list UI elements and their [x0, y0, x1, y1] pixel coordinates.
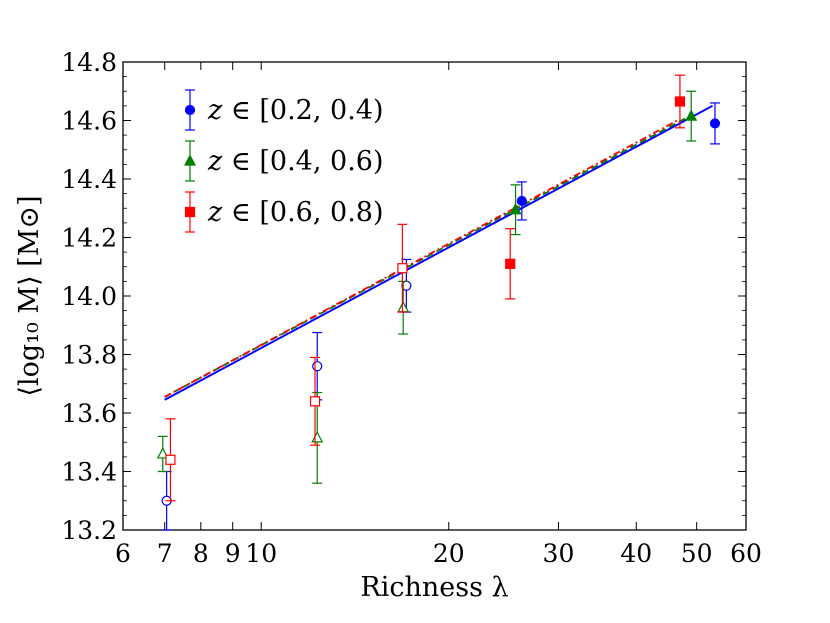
x-tick-label: 50	[681, 539, 713, 568]
legend-label: z ∈ [0.2, 0.4)	[207, 95, 384, 126]
x-tick-label: 20	[433, 539, 465, 568]
legend-label: z ∈ [0.4, 0.6)	[207, 146, 384, 177]
data-point	[685, 109, 698, 121]
x-tick-label: 8	[193, 539, 209, 568]
data-point	[397, 263, 408, 274]
x-tick-label: 10	[245, 539, 277, 568]
y-tick-label: 13.6	[61, 399, 117, 428]
legend-label-variable: z	[207, 95, 223, 126]
x-tick-label: 6	[115, 539, 131, 568]
data-point	[312, 361, 323, 372]
data-point	[165, 454, 176, 465]
legend-marker	[184, 154, 196, 166]
x-tick-label: 9	[225, 539, 241, 568]
y-tick-label: 14.6	[61, 107, 117, 136]
y-tick-label: 13.4	[61, 458, 117, 487]
legend-label-range: ∈ [0.4, 0.6)	[222, 146, 383, 177]
x-tick-label: 60	[730, 539, 762, 568]
data-point	[516, 195, 527, 207]
fit-line-series-2	[164, 114, 692, 398]
legend-label-range: ∈ [0.6, 0.8)	[222, 197, 383, 228]
y-tick-label: 14.4	[61, 165, 117, 194]
legend-label: z ∈ [0.6, 0.8)	[207, 197, 384, 228]
legend-label-range: ∈ [0.2, 0.4)	[222, 95, 383, 126]
x-tick-label: 40	[620, 539, 652, 568]
data-point	[311, 431, 324, 443]
data-point	[309, 396, 321, 407]
legend: z ∈ [0.2, 0.4)z ∈ [0.4, 0.6)z ∈ [0.6, 0.…	[184, 89, 384, 233]
x-tick-label: 7	[157, 539, 173, 568]
data-point	[709, 118, 721, 129]
y-tick-label: 13.8	[61, 341, 117, 370]
plot-frame	[122, 61, 747, 531]
legend-marker	[184, 206, 196, 218]
data-point	[674, 96, 686, 107]
y-tick-label: 14.8	[61, 48, 117, 77]
y-axis-label: ⟨log₁₀ M⟩ [M⊙]	[14, 195, 45, 396]
legend-label-variable: z	[207, 197, 223, 228]
legend-label-variable: z	[207, 146, 223, 177]
series-2	[156, 90, 698, 484]
x-tick-label: 30	[543, 539, 575, 568]
data-point	[505, 258, 516, 269]
data-point	[156, 447, 169, 459]
data-point	[509, 202, 522, 215]
legend-marker	[184, 104, 196, 116]
series-3	[165, 74, 686, 502]
fit-line-series-1-top	[164, 105, 713, 401]
y-tick-label: 13.2	[61, 516, 117, 545]
y-tick-label: 14.2	[61, 224, 117, 253]
x-axis-label: Richness λ	[360, 572, 508, 603]
y-tick-label: 14.0	[61, 282, 117, 311]
